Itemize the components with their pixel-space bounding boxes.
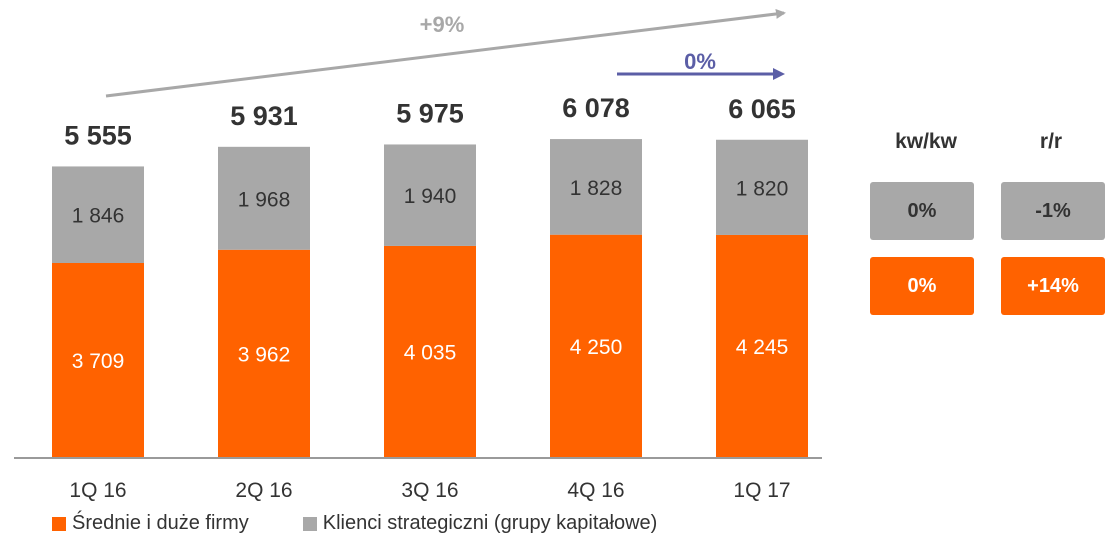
data-label-mid-large: 4 250 [570,336,623,359]
labels-group: 3 709 1 846 5 555 3 962 1 968 5 931 4 035 1 940… [64,93,796,373]
legend-label-mid-large: Średnie i duże firmy [72,512,249,534]
bar-segment-strategic [218,146,310,250]
data-label-strategic: 1 828 [570,177,623,200]
legend-label-strategic: Klienci strategiczni (grupy kapitałowe) [322,512,658,534]
yoy-mid-large-box: +14% [1001,257,1105,315]
x-tick-label: 2Q 16 [235,479,292,502]
data-label-mid-large: 4 245 [736,336,789,359]
legend-item-mid-large: Średnie i duże firmy [52,512,249,535]
qoq-strategic-box: 0% [870,182,974,240]
data-label-mid-large: 4 035 [404,341,457,364]
legend-swatch-grey [302,516,317,531]
x-tick-label: 1Q 17 [733,479,790,502]
header-yoy: r/r [1039,130,1063,153]
header-qoq: kw/kw [895,130,957,153]
total-label: 6 078 [562,93,630,123]
legend-swatch-orange [52,516,66,531]
growth-label-qoq: 0% [684,49,716,74]
x-tick-label: 4Q 16 [567,479,624,502]
data-label-mid-large: 3 709 [72,350,125,373]
x-tick-label: 1Q 16 [69,479,126,502]
growth-arrow-yoy [105,9,786,98]
x-tick-label: 3Q 16 [401,479,458,502]
bar-segment-mid-large [384,245,476,457]
total-label: 5 931 [230,101,298,131]
legend: Średnie i duże firmy Klienci strategiczn… [52,512,711,535]
data-label-strategic: 1 940 [404,185,457,208]
legend-item-strategic: Klienci strategiczni (grupy kapitałowe) [302,512,658,535]
x-tick-labels: 1Q 16 2Q 16 3Q 16 4Q 16 1Q 17 [69,479,790,502]
bar-segment-strategic [384,144,476,246]
bar-segment-strategic [52,166,144,263]
bar-segment-mid-large [550,234,642,457]
qoq-mid-large-box: 0% [870,257,974,315]
total-label: 6 065 [728,94,796,124]
stacked-bar-chart: 3 709 1 846 5 555 3 962 1 968 5 931 4 035 1 940… [14,9,822,502]
total-label: 5 555 [64,120,132,150]
data-label-strategic: 1 846 [72,205,125,228]
data-label-strategic: 1 968 [238,188,291,211]
bar-segment-strategic [716,139,808,235]
data-label-mid-large: 3 962 [238,343,291,366]
bar-segment-mid-large [218,249,310,457]
data-label-strategic: 1 820 [736,177,789,200]
yoy-strategic-box: -1% [1001,182,1105,240]
bar-segment-mid-large [716,234,808,457]
bar-segment-mid-large [52,262,144,457]
bar-segment-strategic [550,139,642,235]
growth-label-yoy: +9% [420,12,465,37]
bars-group [52,139,808,457]
total-label: 5 975 [396,98,464,128]
